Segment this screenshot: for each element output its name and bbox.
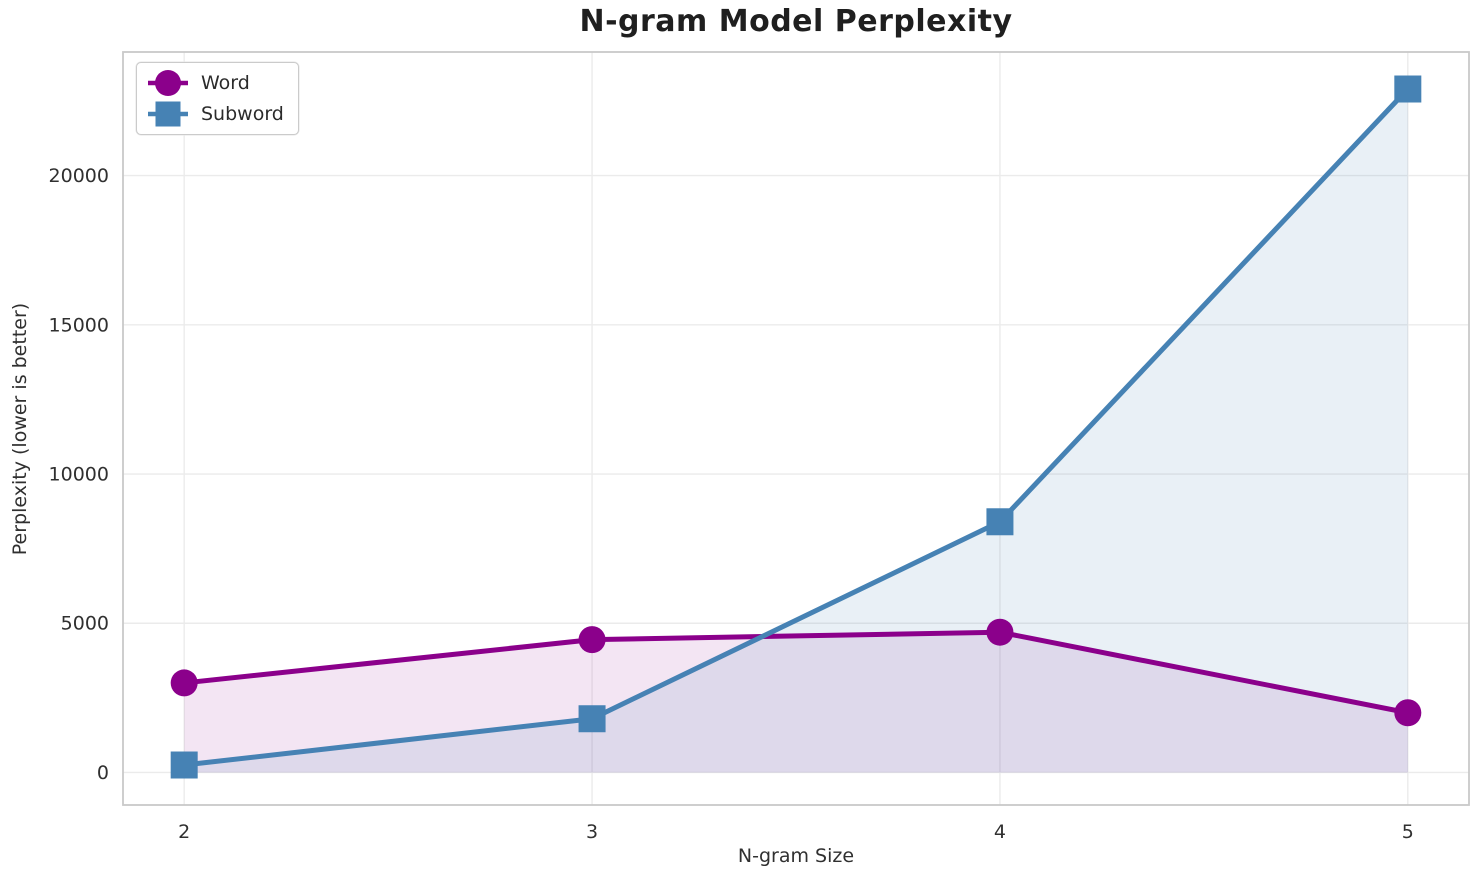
marker-word-x4 [986, 618, 1014, 646]
line-word [181, 629, 1411, 716]
legend-label-word: Word [201, 72, 250, 94]
marker-subword-x3 [578, 705, 606, 733]
legend-item-subword: Subword [145, 100, 284, 128]
y-tick-label-15000: 15000 [49, 314, 109, 336]
y-tick-label-5000: 5000 [61, 613, 109, 635]
x-tick-label-2: 2 [178, 821, 190, 843]
x-tick-label-3: 3 [586, 821, 598, 843]
word-circle-marker-icon [148, 70, 188, 96]
x-axis-label: N-gram Size [737, 845, 855, 867]
marker-subword-x2 [170, 751, 198, 779]
y-tick-label-20000: 20000 [49, 165, 109, 187]
area-fill-subword [184, 89, 1408, 773]
legend: Word Subword [136, 62, 299, 135]
marker-word-x3 [578, 626, 606, 654]
legend-label-subword: Subword [201, 103, 284, 125]
marker-word-x2 [170, 669, 198, 697]
y-tick-label-10000: 10000 [49, 464, 109, 486]
plot-border [122, 51, 1470, 806]
x-tick-label-4: 4 [994, 821, 1006, 843]
chart-title: N-gram Model Perplexity [579, 4, 1013, 39]
area-fill-word [184, 632, 1408, 773]
y-axis-label: Perplexity (lower is better) [9, 302, 31, 556]
y-tick-label-0: 0 [97, 762, 109, 784]
line-subword [181, 86, 1411, 768]
marker-subword-x4 [986, 508, 1014, 536]
legend-item-word: Word [145, 69, 284, 97]
x-tick-label-5: 5 [1402, 821, 1414, 843]
marker-word-x5 [1394, 699, 1422, 727]
marker-subword-x5 [1394, 75, 1422, 103]
subword-square-marker-icon [148, 101, 188, 127]
